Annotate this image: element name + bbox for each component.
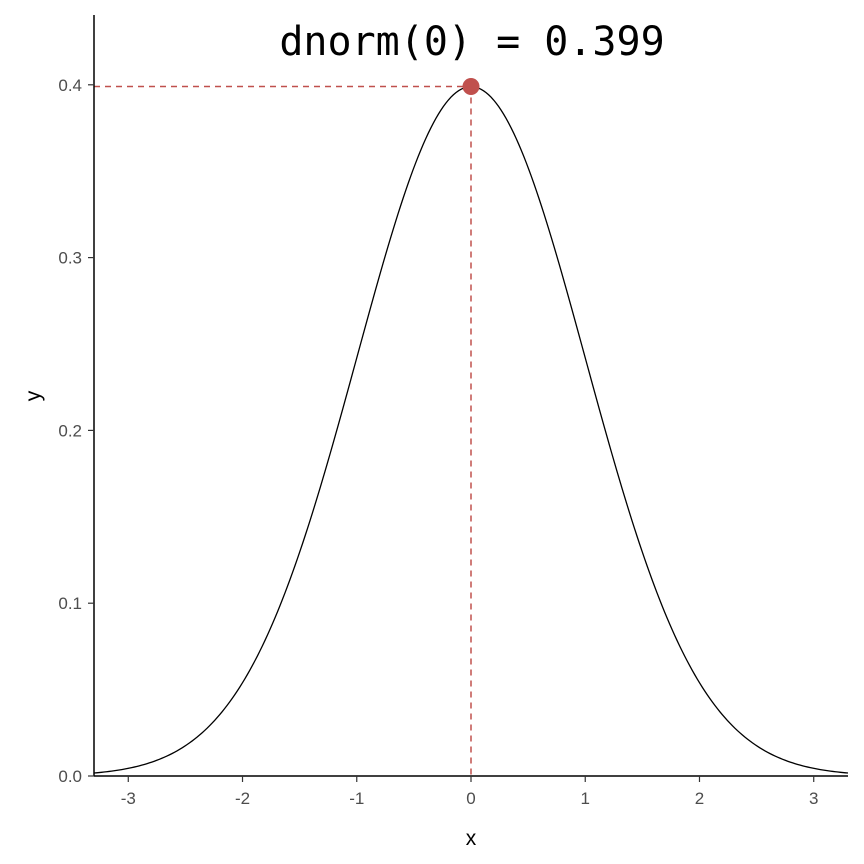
x-tick-label: -2 — [235, 789, 250, 808]
y-axis-title: y — [22, 390, 45, 401]
x-tick-label: 1 — [581, 789, 590, 808]
y-tick-label: 0.1 — [58, 594, 82, 613]
y-tick-label: 0.0 — [58, 767, 82, 786]
x-tick-label: 0 — [466, 789, 475, 808]
y-tick-label: 0.3 — [58, 249, 82, 268]
x-tick-label: 2 — [695, 789, 704, 808]
tick-layer: -3 -2 -1 0 1 2 3 0.0 0.1 0.2 0.3 0.4 — [58, 76, 818, 808]
x-tick-label: -1 — [349, 789, 364, 808]
x-axis-title: x — [466, 827, 477, 850]
guide-layer — [94, 85, 472, 776]
point-layer — [462, 78, 480, 96]
peak-point — [462, 78, 480, 96]
annotation-label: dnorm(0) = 0.399 — [279, 19, 664, 65]
y-tick-label: 0.2 — [58, 421, 82, 440]
x-tick-label: -3 — [121, 789, 136, 808]
x-tick-label: 3 — [809, 789, 818, 808]
y-tick-label: 0.4 — [58, 76, 82, 95]
